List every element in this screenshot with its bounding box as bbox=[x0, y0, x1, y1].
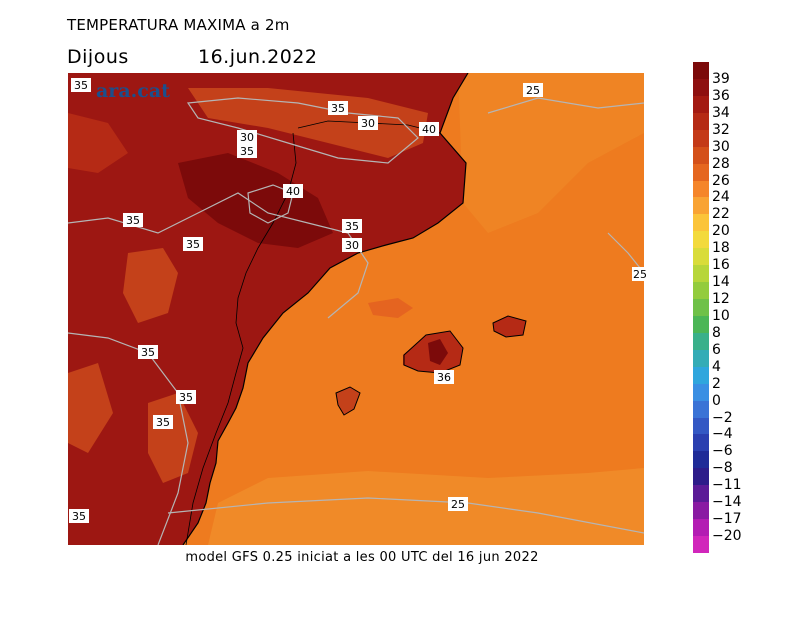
colorbar-tick-label: −4 bbox=[712, 426, 733, 443]
colorbar-segment bbox=[693, 112, 709, 131]
colorbar-tick-label: 30 bbox=[712, 138, 730, 155]
colorbar-tick-label: 32 bbox=[712, 121, 730, 138]
temperature-colorbar bbox=[693, 62, 709, 554]
colorbar-segment bbox=[693, 315, 709, 334]
colorbar-segment bbox=[693, 163, 709, 181]
colorbar-segment bbox=[693, 468, 709, 486]
colorbar-segment bbox=[693, 197, 709, 215]
colorbar-tick-label: 8 bbox=[712, 324, 721, 341]
colorbar-tick-label: −8 bbox=[712, 460, 733, 477]
colorbar-segment bbox=[693, 366, 709, 385]
colorbar-segment bbox=[693, 451, 709, 469]
colorbar-tick-label: 36 bbox=[712, 87, 730, 104]
colorbar-tick-label: 18 bbox=[712, 240, 730, 257]
colorbar-segment bbox=[693, 400, 709, 419]
colorbar-tick-label: 28 bbox=[712, 155, 730, 172]
forecast-date: 16.jun.2022 bbox=[198, 46, 318, 68]
colorbar-tick-label: 12 bbox=[712, 291, 730, 308]
colorbar-tick-label: 2 bbox=[712, 375, 721, 392]
colorbar-segment bbox=[693, 383, 709, 402]
colorbar-segment bbox=[693, 349, 709, 368]
colorbar-segment bbox=[693, 231, 709, 249]
colorbar-segment bbox=[693, 146, 709, 165]
colorbar-tick-label: 39 bbox=[712, 70, 730, 87]
colorbar-segment bbox=[693, 282, 709, 300]
colorbar-segment bbox=[693, 485, 709, 503]
colorbar-tick-label: 6 bbox=[712, 341, 721, 358]
colorbar-segment bbox=[693, 536, 709, 554]
colorbar-segment bbox=[693, 248, 709, 266]
colorbar-tick-label: 26 bbox=[712, 172, 730, 189]
colorbar-tick-label: 34 bbox=[712, 104, 730, 121]
colorbar-tick-label: 0 bbox=[712, 392, 721, 409]
colorbar-labels: 39 36 34 32 30 28 26 24 22 20 18 16 14 12 10 8 6 4 2 0 −2 −4−… bbox=[712, 62, 772, 553]
colorbar-segment bbox=[693, 332, 709, 351]
colorbar-tick-label: 4 bbox=[712, 358, 721, 375]
colorbar-tick-label: 14 bbox=[712, 274, 730, 291]
colorbar-segment bbox=[693, 214, 709, 232]
colorbar-segment bbox=[693, 519, 709, 537]
colorbar-segment bbox=[693, 78, 709, 97]
colorbar-tick-label: 22 bbox=[712, 206, 730, 223]
colorbar-tick-label: 16 bbox=[712, 257, 730, 274]
colorbar-tick-label: −11 bbox=[712, 477, 742, 494]
colorbar-segment bbox=[693, 434, 709, 452]
colorbar-tick-label: 20 bbox=[712, 223, 730, 240]
colorbar-segment bbox=[693, 299, 709, 317]
colorbar-segment bbox=[693, 265, 709, 283]
colorbar-segment bbox=[693, 129, 709, 148]
forecast-day: Dijous bbox=[67, 46, 129, 68]
colorbar-segment bbox=[693, 502, 709, 520]
colorbar-tick-label: −17 bbox=[712, 511, 742, 528]
colorbar-tick-label: −2 bbox=[712, 409, 733, 426]
colorbar-tick-label: −14 bbox=[712, 494, 742, 511]
model-run-caption: model GFS 0.25 iniciat a les 00 UTC del … bbox=[185, 550, 539, 565]
colorbar-tick-label: 10 bbox=[712, 307, 730, 324]
colorbar-segment bbox=[693, 417, 709, 435]
colorbar-segment bbox=[693, 62, 709, 80]
colorbar-segment bbox=[693, 180, 709, 198]
colorbar-segment bbox=[693, 95, 709, 114]
colorbar-tick-label: 24 bbox=[712, 189, 730, 206]
colorbar-tick-label: −20 bbox=[712, 528, 742, 545]
map-title: TEMPERATURA MAXIMA a 2m bbox=[67, 16, 290, 34]
ara-cat-logo: ara.cat bbox=[96, 80, 170, 102]
temperature-map bbox=[68, 73, 644, 545]
colorbar-tick-label: −6 bbox=[712, 443, 733, 460]
